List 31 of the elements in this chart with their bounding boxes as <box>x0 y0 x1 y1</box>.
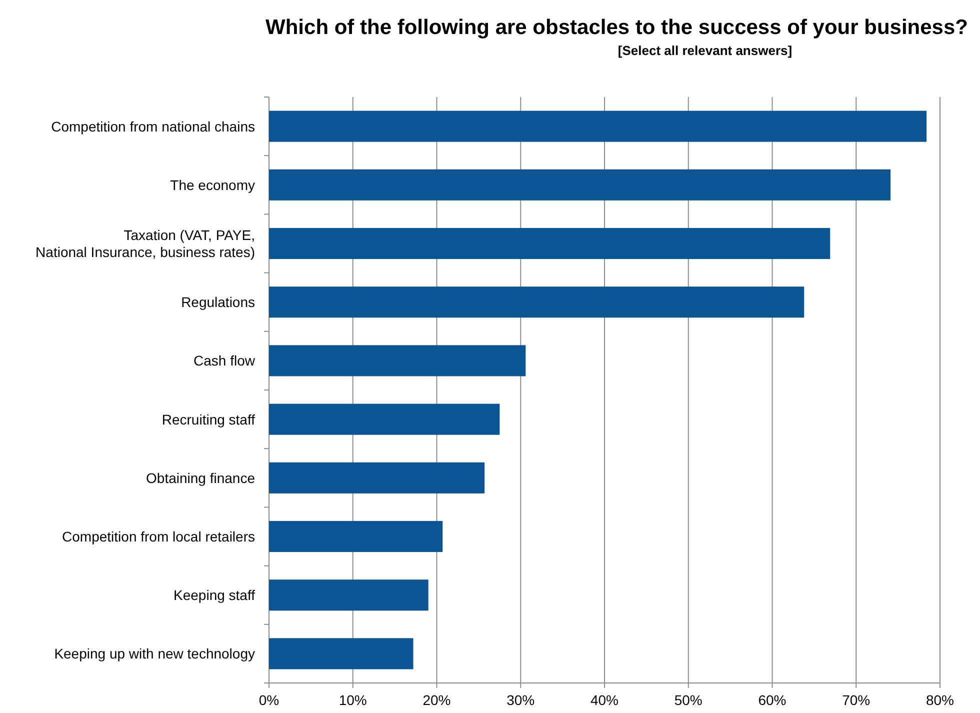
y-tick-label: Keeping up with new technology <box>54 646 255 662</box>
x-tick-label: 30% <box>506 692 535 708</box>
y-tick-label: Cash flow <box>194 352 256 369</box>
x-tick-label: 70% <box>842 692 870 708</box>
y-tick-label: Obtaining finance <box>146 470 256 486</box>
x-tick-label: 50% <box>674 692 702 708</box>
bar <box>269 169 891 200</box>
x-tick-label: 40% <box>590 692 619 708</box>
bar <box>269 638 414 670</box>
bar <box>269 228 830 260</box>
y-tick-label: Taxation (VAT, PAYE, National Insurance, business rates) <box>36 227 255 260</box>
bar <box>269 286 804 318</box>
x-tick-label: 20% <box>422 692 451 708</box>
y-tick-label: Regulations <box>181 294 255 310</box>
bar <box>269 110 927 142</box>
y-tick-label: Competition from national chains <box>51 118 255 134</box>
x-tick-label: 80% <box>926 692 954 708</box>
bar <box>269 520 443 552</box>
bar <box>269 462 485 494</box>
y-tick-label: The economy <box>170 176 255 193</box>
y-tick-label: Recruiting staff <box>162 411 256 428</box>
x-tick-label: 10% <box>338 692 367 708</box>
y-tick-label: Keeping staff <box>174 587 256 604</box>
x-tick-label: 60% <box>758 692 786 708</box>
chart-title: Which of the following are obstacles to the success of your business? <box>266 16 968 39</box>
chart-subtitle: [Select all relevant answers] <box>618 43 792 58</box>
bar <box>269 404 500 435</box>
bar <box>269 345 526 376</box>
x-tick-label: 0% <box>258 692 280 708</box>
y-tick-label: Competition from local retailers <box>62 528 255 544</box>
bar <box>269 580 428 611</box>
